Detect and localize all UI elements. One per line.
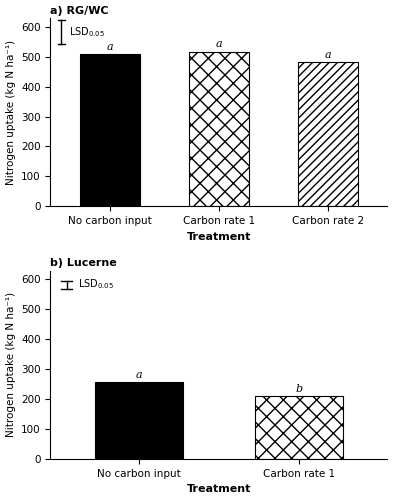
- Bar: [80, 54, 140, 206]
- Text: a: a: [324, 50, 331, 60]
- Y-axis label: Nitrogen uptake (kg N ha⁻¹): Nitrogen uptake (kg N ha⁻¹): [6, 40, 16, 184]
- Text: a) RG/WC: a) RG/WC: [50, 6, 109, 16]
- Bar: [189, 52, 249, 206]
- Text: LSD$_{0.05}$: LSD$_{0.05}$: [69, 25, 105, 38]
- Text: LSD$_{0.05}$: LSD$_{0.05}$: [78, 278, 114, 291]
- X-axis label: Treatment: Treatment: [187, 484, 251, 494]
- Text: b: b: [296, 384, 303, 394]
- Text: a: a: [136, 370, 142, 380]
- Bar: [95, 382, 183, 459]
- Text: b) Lucerne: b) Lucerne: [50, 258, 117, 268]
- Y-axis label: Nitrogen uptake (kg N ha⁻¹): Nitrogen uptake (kg N ha⁻¹): [6, 292, 16, 438]
- Bar: [298, 62, 358, 206]
- Text: a: a: [107, 42, 114, 51]
- Text: a: a: [216, 40, 222, 50]
- X-axis label: Treatment: Treatment: [187, 232, 251, 241]
- Bar: [255, 396, 343, 459]
